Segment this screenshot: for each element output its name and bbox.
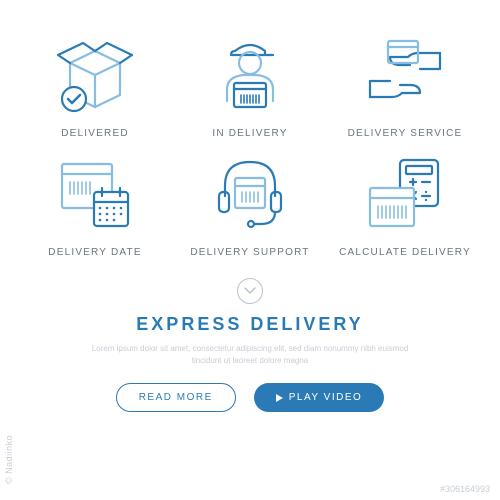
delivery-service-icon (355, 30, 455, 120)
calculate-delivery-icon (355, 149, 455, 239)
button-row: READ MORE PLAY VIDEO (0, 383, 500, 412)
cell-calculate-delivery: CALCULATE DELIVERY (330, 149, 480, 258)
watermark-id: #306164993 (440, 484, 490, 494)
label-delivery-date: DELIVERY DATE (48, 247, 141, 258)
label-calculate-delivery: CALCULATE DELIVERY (339, 247, 471, 258)
chevron-down-icon (244, 287, 256, 295)
watermark-author: © Nadiinko (4, 435, 14, 484)
play-video-button[interactable]: PLAY VIDEO (254, 383, 385, 412)
play-video-label: PLAY VIDEO (289, 392, 363, 403)
delivery-support-icon (200, 149, 300, 239)
in-delivery-icon (200, 30, 300, 120)
label-delivery-service: DELIVERY SERVICE (348, 128, 463, 139)
label-delivered: DELIVERED (61, 128, 129, 139)
cell-delivered: DELIVERED (20, 30, 170, 139)
play-icon (276, 394, 283, 402)
label-delivery-support: DELIVERY SUPPORT (190, 247, 309, 258)
cell-delivery-date: DELIVERY DATE (20, 149, 170, 258)
cell-delivery-support: DELIVERY SUPPORT (175, 149, 325, 258)
page-subtitle: Lorem ipsum dolor sit amet, consectetur … (0, 343, 500, 367)
cell-in-delivery: IN DELIVERY (175, 30, 325, 139)
page-title: EXPRESS DELIVERY (0, 314, 500, 335)
scroll-chevron[interactable] (0, 278, 500, 304)
delivered-icon (45, 30, 145, 120)
delivery-date-icon (45, 149, 145, 239)
cell-delivery-service: DELIVERY SERVICE (330, 30, 480, 139)
read-more-button[interactable]: READ MORE (116, 383, 236, 412)
read-more-label: READ MORE (139, 392, 213, 403)
icon-grid: DELIVERED (0, 0, 500, 268)
label-in-delivery: IN DELIVERY (212, 128, 287, 139)
